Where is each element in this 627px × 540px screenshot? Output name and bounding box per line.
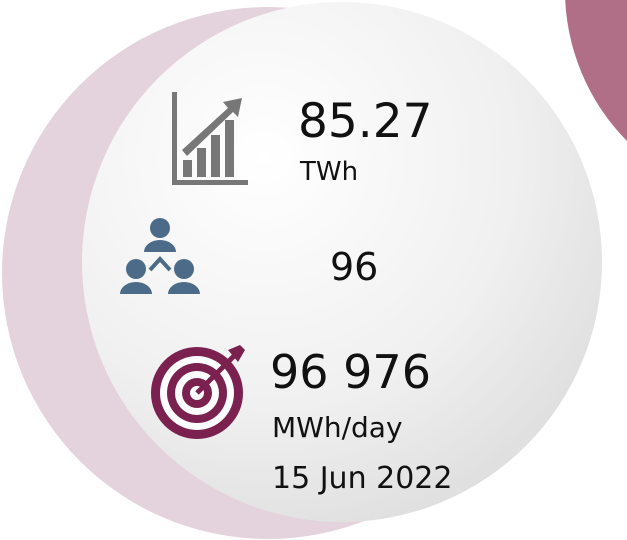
accent-circle	[565, 0, 627, 141]
target-icon	[151, 345, 245, 439]
kpi-value: 85.27	[298, 94, 433, 149]
chart-icon	[172, 92, 248, 185]
kpi-date: 15 Jun 2022	[272, 461, 452, 496]
kpi-unit: TWh	[299, 157, 358, 187]
kpi-unit: MWh/day	[272, 411, 403, 444]
kpi-value: 96 976	[270, 345, 431, 399]
people-icon	[120, 218, 200, 294]
kpi-value: 96	[330, 245, 378, 289]
